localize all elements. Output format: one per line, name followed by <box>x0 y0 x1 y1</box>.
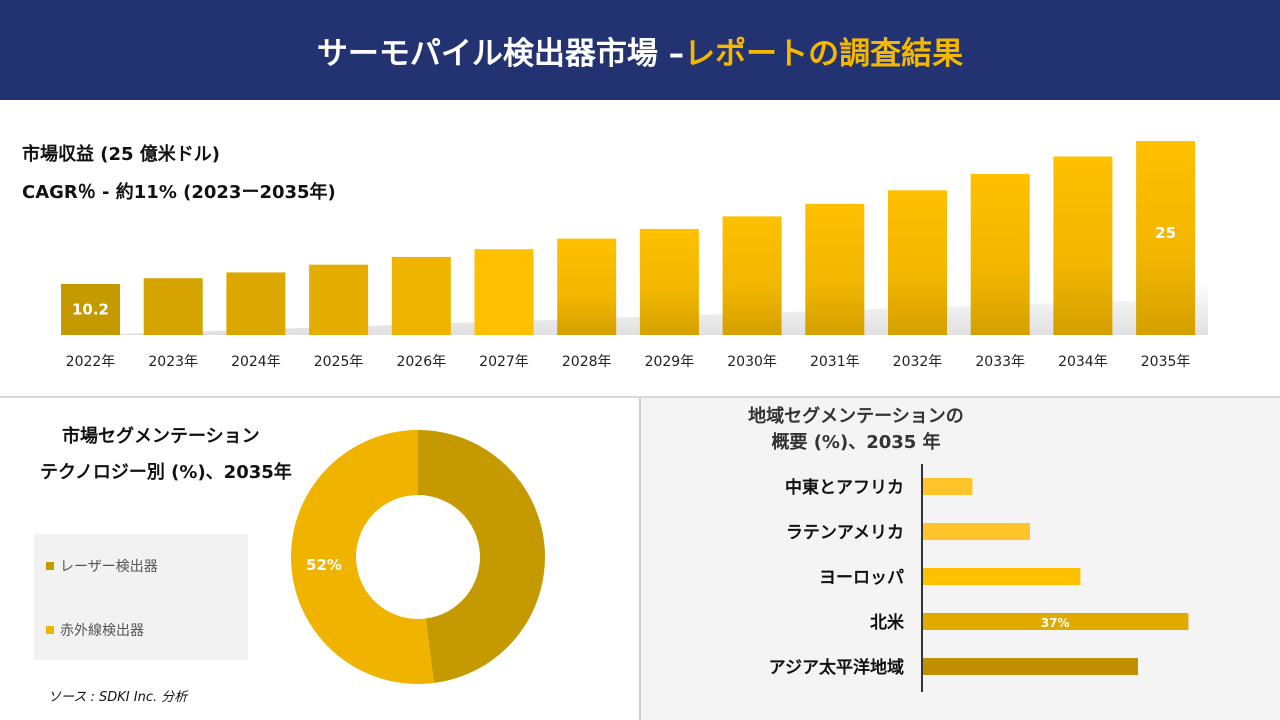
pie-title-1: 市場セグメンテーション <box>62 426 260 447</box>
title-main: サーモパイル検出器市場 – <box>316 35 685 72</box>
region-label: 北米 <box>870 612 905 633</box>
region-title-2: 概要 (%)、2035 年 <box>771 432 941 453</box>
bar-data-label: 37% <box>1041 616 1070 630</box>
x-tick-label: 2025年 <box>314 354 364 370</box>
legend-swatch <box>46 562 54 570</box>
revenue-bar <box>722 216 782 335</box>
revenue-bar <box>639 228 699 335</box>
region-title-1: 地域セグメンテーションの <box>748 406 964 427</box>
slice-data-label: 52% <box>306 556 342 574</box>
donut-slice <box>418 430 545 683</box>
source-note: ソース : SDKI Inc. 分析 <box>48 690 188 705</box>
region-title: 地域セグメンテーションの 概要 (%)、2035 年 <box>641 404 1071 456</box>
divider-vertical <box>639 398 641 720</box>
pie-legend <box>34 534 248 660</box>
legend-item-infrared: 赤外線検出器 <box>46 620 144 640</box>
revenue-bar <box>391 256 451 335</box>
technology-donut-chart: 52% <box>291 430 545 684</box>
page-header: サーモパイル検出器市場 – レポートの調査結果 <box>0 0 1280 100</box>
region-bar <box>922 658 1138 675</box>
x-tick-label: 2029年 <box>645 354 695 370</box>
revenue-bar-chart: 2022年 10.2 2023年 2024年 2025年 2026年 2027年 2028年 2… <box>61 141 1208 370</box>
x-tick-label: 2024年 <box>231 354 281 370</box>
revenue-bar <box>1136 141 1196 335</box>
revenue-bar <box>557 238 617 335</box>
legend-label: レーザー検出器 <box>60 559 158 575</box>
x-tick-label: 2032年 <box>893 354 943 370</box>
x-tick-label: 2031年 <box>810 354 860 370</box>
x-tick-label: 2034年 <box>1058 354 1108 370</box>
revenue-bar <box>61 284 120 335</box>
revenue-bar <box>970 173 1030 335</box>
region-label: ラテンアメリカ <box>786 523 904 543</box>
revenue-bar <box>888 190 947 335</box>
legend-label: 赤外線検出器 <box>60 623 144 639</box>
region-bar <box>922 478 973 495</box>
x-tick-label: 2022年 <box>66 354 116 370</box>
region-label: ヨーロッパ <box>819 568 904 588</box>
cagr-text: CAGR％ - 約11% (2023ー2035年) <box>22 182 336 203</box>
bar-data-label: 10.2 <box>72 301 109 319</box>
legend-swatch <box>46 626 54 634</box>
revenue-bar <box>1053 156 1113 335</box>
region-bar <box>922 568 1081 585</box>
region-bar <box>922 613 1189 630</box>
title-accent: レポートの調査結果 <box>684 35 964 72</box>
divider <box>0 396 1280 398</box>
revenue-bar <box>474 249 534 335</box>
x-tick-label: 2027年 <box>479 354 529 370</box>
x-tick-label: 2028年 <box>562 354 612 370</box>
legend-item-laser: レーザー検出器 <box>46 556 158 576</box>
region-label: 中東とアフリカ <box>785 477 904 498</box>
x-tick-label: 2026年 <box>396 354 446 370</box>
revenue-bar <box>226 272 286 335</box>
region-label: アジア太平洋地域 <box>769 657 904 678</box>
revenue-bar <box>309 264 369 335</box>
revenue-bar <box>805 203 865 335</box>
pie-title-2: テクノロジー別 (%)、2035年 <box>40 462 292 483</box>
region-bar <box>922 523 1030 540</box>
x-tick-label: 2033年 <box>975 354 1025 370</box>
revenue-title: 市場収益 (25 億米ドル) <box>22 144 221 165</box>
donut-slice <box>291 430 434 684</box>
x-tick-label: 2030年 <box>727 354 777 370</box>
revenue-bar <box>143 278 203 335</box>
x-tick-label: 2023年 <box>148 354 198 370</box>
x-tick-label: 2035年 <box>1141 354 1191 370</box>
bar-data-label: 25 <box>1155 224 1176 242</box>
